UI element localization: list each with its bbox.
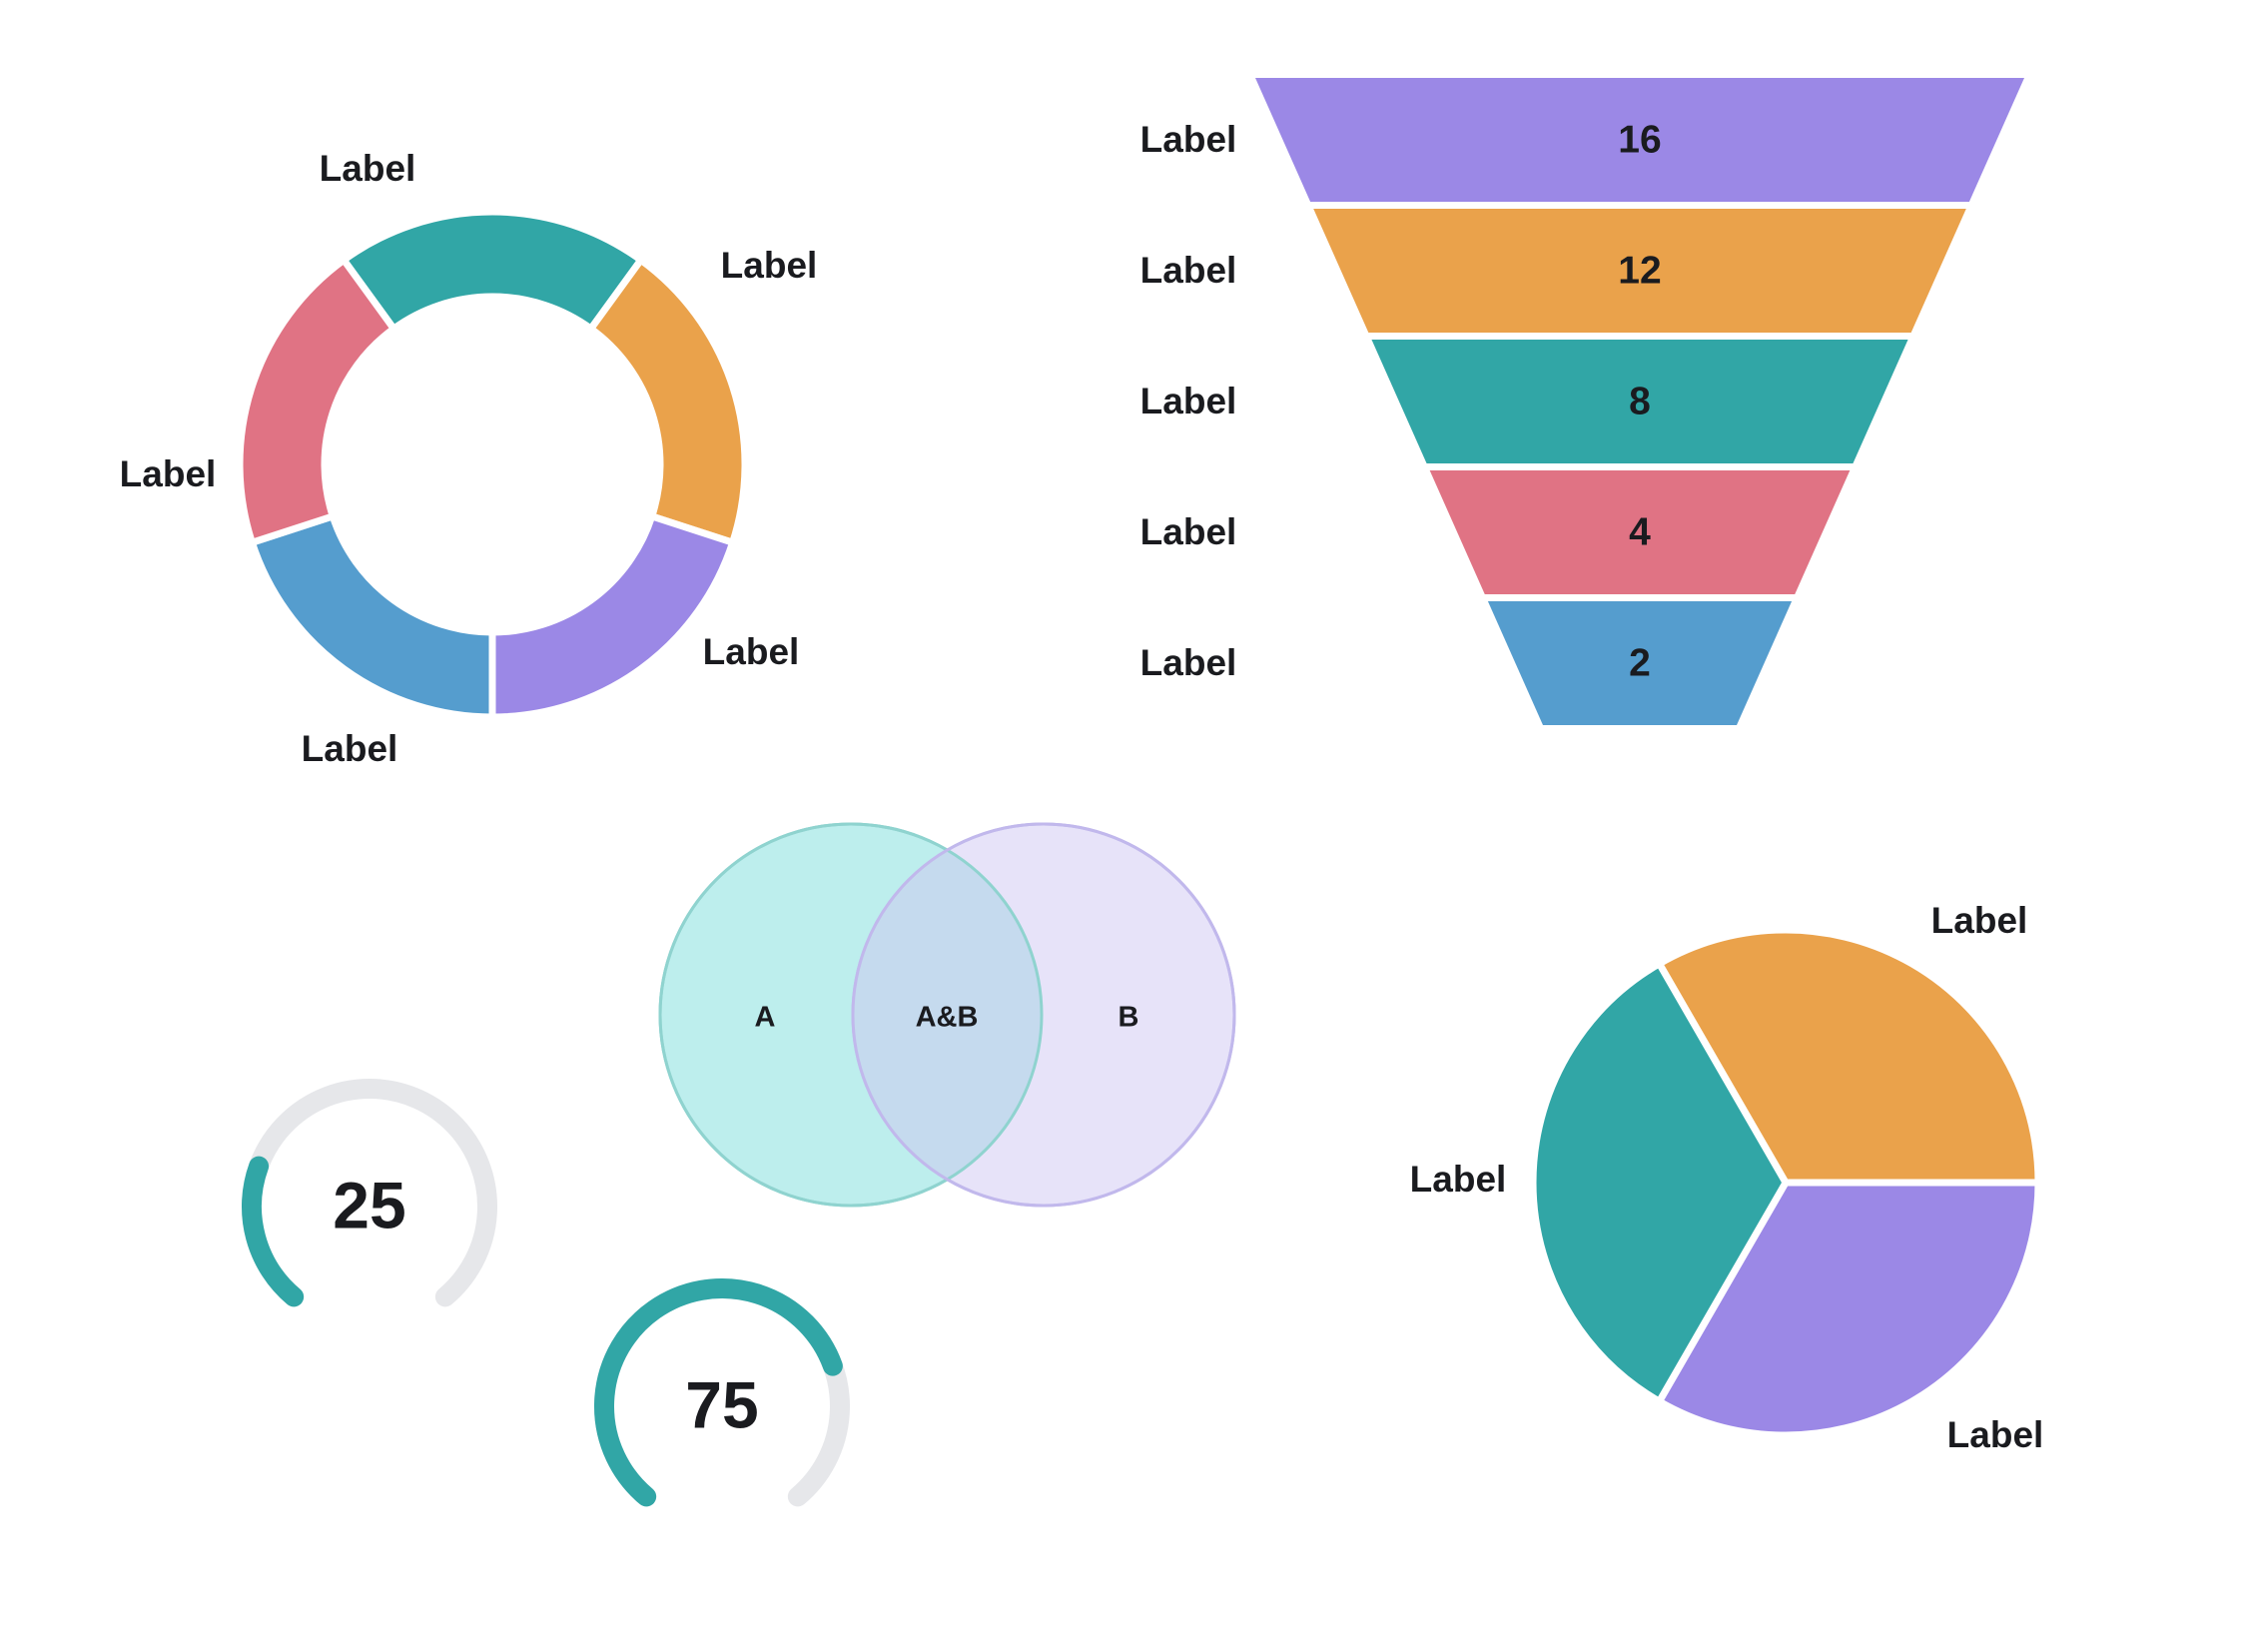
venn-diagram: A A&B B — [658, 822, 1236, 1208]
donut-segment — [488, 512, 737, 721]
funnel-stage — [1487, 601, 1793, 725]
funnel-stage-label: Label — [1140, 119, 1237, 160]
pie-slice — [1656, 926, 2042, 1187]
funnel-stage-value: 2 — [1629, 641, 1651, 684]
funnel-stage — [1429, 470, 1851, 594]
funnel-stage-value: 12 — [1618, 249, 1661, 292]
venn-set-b-outline — [851, 822, 1236, 1208]
gauge-fill — [242, 1156, 305, 1307]
pie-slice — [1656, 1179, 2042, 1439]
donut-segment — [340, 208, 645, 333]
funnel-stage-label: Label — [1140, 250, 1237, 291]
funnel-chart: 16 Label 12 Label 8 Label 4 Label 2 Label — [1140, 78, 2024, 725]
donut-segment-label: Label — [721, 245, 818, 286]
donut-segment — [236, 256, 397, 546]
gauge-chart-2: 75 — [594, 1278, 850, 1507]
gauge-value: 25 — [333, 1168, 405, 1241]
pie-slice — [1529, 960, 1790, 1405]
pie-slice-label: Label — [1931, 900, 2028, 941]
gauge-fill — [594, 1278, 843, 1507]
donut-segment-label: Label — [320, 148, 416, 189]
donut-segment-label: Label — [703, 631, 800, 672]
pie-slice-label: Label — [1947, 1414, 2044, 1455]
funnel-stage — [1313, 209, 1966, 333]
donut-segment-label: Label — [120, 453, 217, 494]
funnel-stage-value: 16 — [1618, 118, 1661, 161]
funnel-stage-label: Label — [1140, 642, 1237, 683]
funnel-stage-value: 4 — [1629, 510, 1651, 553]
venn-label-intersection: A&B — [916, 1002, 979, 1034]
venn-label-b: B — [1119, 1002, 1139, 1034]
funnel-stage — [1371, 340, 1908, 463]
funnel-stage-label: Label — [1140, 381, 1237, 421]
donut-segment — [587, 256, 749, 546]
donut-segment-label: Label — [302, 728, 398, 769]
pie-slice-label: Label — [1410, 1159, 1507, 1200]
donut-segment — [248, 512, 496, 721]
funnel-stage-label: Label — [1140, 511, 1237, 552]
venn-intersection — [853, 824, 1042, 1206]
pie-chart: Label Label Label — [1410, 900, 2044, 1455]
venn-label-a: A — [755, 1002, 776, 1034]
venn-set-a-outline — [658, 822, 1044, 1208]
funnel-stage — [1255, 78, 2024, 202]
gauge-chart-1: 25 — [242, 1079, 497, 1307]
donut-chart: Label Label Label Label Label — [120, 148, 818, 769]
gauge-value: 75 — [685, 1367, 758, 1441]
funnel-stage-value: 8 — [1629, 380, 1651, 422]
